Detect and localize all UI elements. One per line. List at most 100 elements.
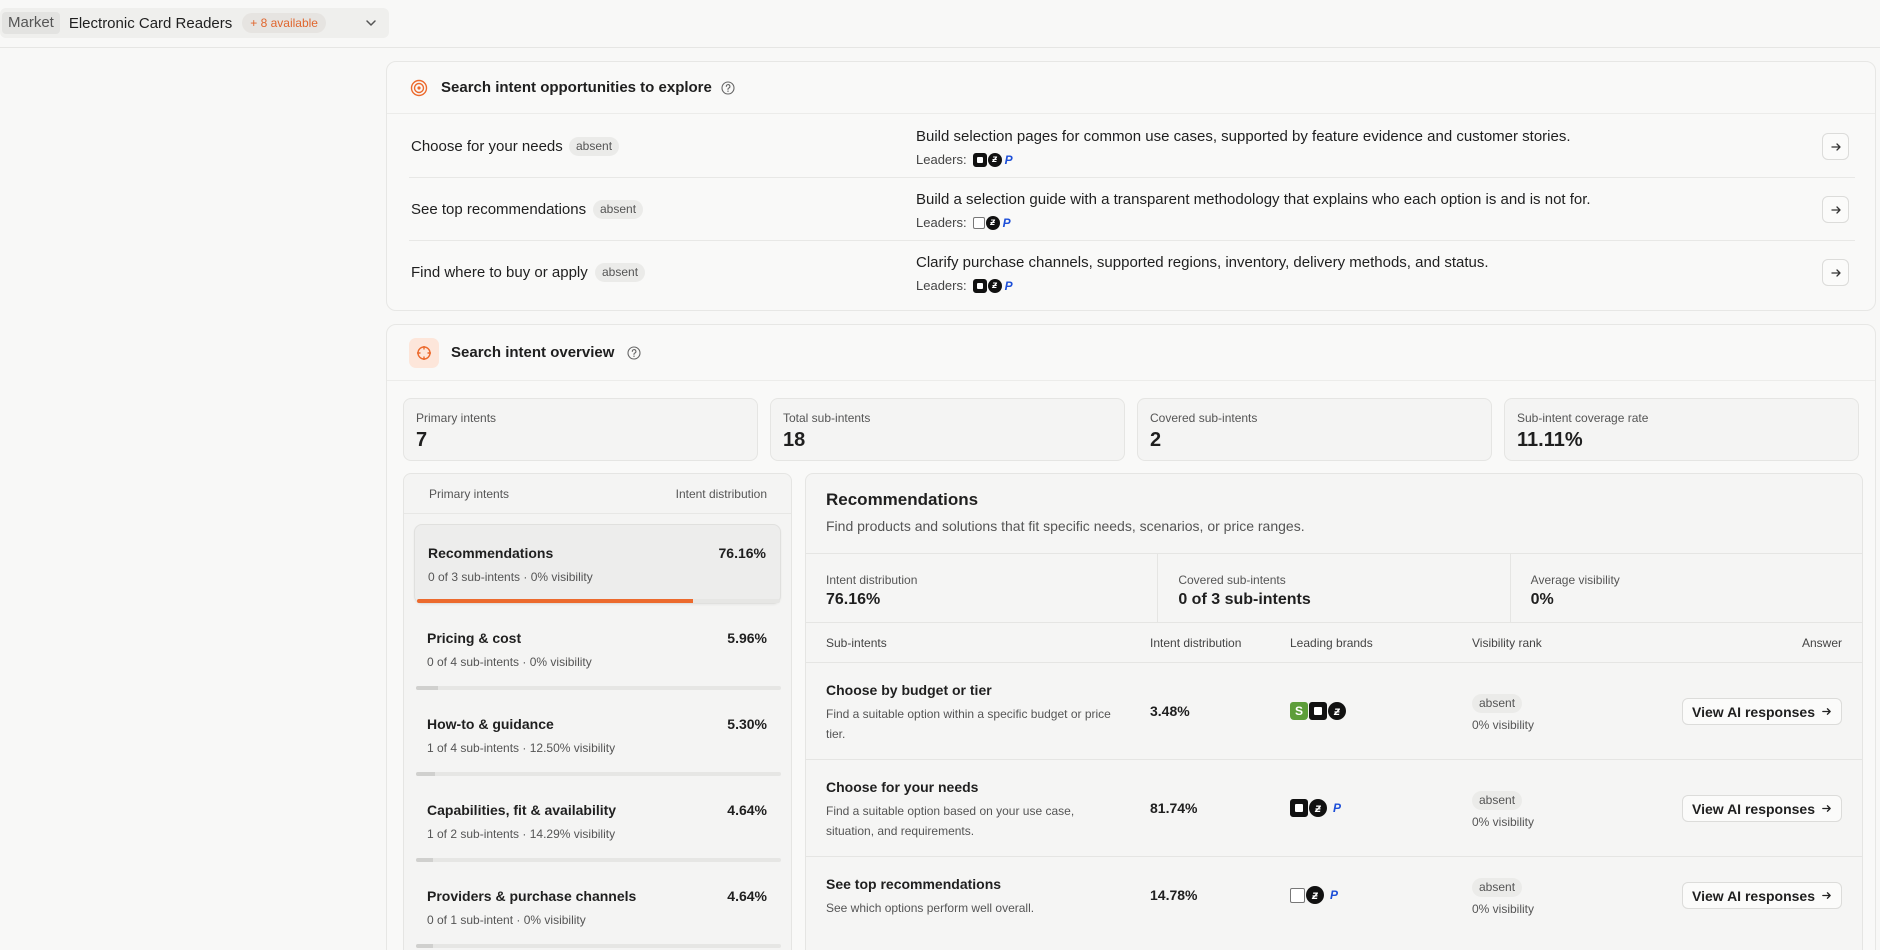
intent-item-providers[interactable]: Providers & purchase channels 4.64% 0 of… [414, 868, 781, 948]
opportunity-row[interactable]: Find where to buy or apply absent Clarif… [409, 241, 1855, 304]
market-selector[interactable]: Market Electronic Card Readers + 8 avail… [0, 8, 389, 38]
help-icon[interactable] [627, 345, 641, 360]
opportunity-row[interactable]: See top recommendations absent Build a s… [409, 178, 1855, 241]
intent-item-how-to-guidance[interactable]: How-to & guidance 5.30% 1 of 4 sub-inten… [414, 696, 781, 776]
column-header-primary-intents: Primary intents [429, 486, 510, 501]
distribution-bar-fill [416, 686, 438, 690]
arrow-right-icon [1830, 268, 1841, 277]
opportunity-description: Build selection pages for common use cas… [916, 128, 1571, 145]
distribution-bar-fill [416, 944, 433, 948]
clover-logo-icon: ƶ [985, 215, 1000, 230]
leading-brands: ƶ P [1290, 799, 1346, 817]
open-opportunity-button[interactable] [1822, 133, 1849, 160]
distribution-bar [416, 686, 781, 690]
metric-covered-sub-intents: Covered sub-intents 0 of 3 sub-intents [1158, 554, 1511, 622]
opportunity-description: Clarify purchase channels, supported reg… [916, 254, 1489, 271]
intent-item-recommendations[interactable]: Recommendations 76.16% 0 of 3 sub-intent… [414, 524, 781, 604]
arrow-right-icon [1830, 205, 1841, 214]
opportunity-name: See top recommendations [411, 201, 587, 218]
table-row: Choose by budget or tier Find a suitable… [806, 663, 1862, 760]
intent-pct: 76.16% [718, 545, 766, 561]
overview-title: Search intent overview [451, 344, 615, 361]
help-icon[interactable] [721, 80, 735, 95]
sub-intent-distribution: 3.48% [1150, 703, 1190, 719]
overview-panel: Search intent overview Primary intents 7… [386, 324, 1876, 950]
status-badge: absent [593, 200, 644, 219]
stat-card-primary-intents: Primary intents 7 [403, 398, 758, 461]
market-name: Electronic Card Readers [68, 14, 233, 32]
generic-box-logo-icon [1290, 887, 1305, 903]
metric-label: Covered sub-intents [1178, 573, 1286, 587]
overview-header: Search intent overview [387, 325, 1875, 381]
view-ai-responses-button[interactable]: View AI responses [1682, 698, 1842, 725]
intent-name: Pricing & cost [427, 630, 522, 646]
top-bar: Market Electronic Card Readers + 8 avail… [0, 0, 1880, 48]
stat-value: 2 [1150, 429, 1162, 451]
detail-description: Find products and solutions that fit spe… [826, 518, 1305, 534]
sub-intent-distribution: 81.74% [1150, 800, 1198, 816]
paypal-logo-icon: P [1004, 152, 1013, 167]
opportunities-panel: Search intent opportunities to explore C… [386, 61, 1876, 311]
metric-value: 76.16% [826, 591, 881, 608]
distribution-bar [417, 599, 780, 603]
intent-item-pricing-cost[interactable]: Pricing & cost 5.96% 0 of 4 sub-intents … [414, 610, 781, 690]
metric-value: 0 of 3 sub-intents [1178, 591, 1311, 608]
intent-sub: 0 of 1 sub-intent · 0% visibility [427, 913, 586, 927]
clover-logo-icon: ƶ [987, 152, 1002, 167]
view-ai-responses-button[interactable]: View AI responses [1682, 882, 1842, 909]
intent-name: Recommendations [428, 545, 554, 561]
generic-box-logo-icon [972, 216, 985, 229]
paypal-logo-icon: P [1332, 801, 1341, 815]
leaders: Leaders: ƶ P [916, 152, 1015, 167]
distribution-bar-fill [416, 858, 433, 862]
metric-label: Average visibility [1530, 573, 1620, 587]
view-ai-responses-button[interactable]: View AI responses [1682, 795, 1842, 822]
status-badge: absent [569, 137, 620, 156]
available-count-badge: + 8 available [242, 13, 326, 33]
status-badge: absent [595, 263, 646, 282]
primary-intents-list: Primary intents Intent distribution Reco… [403, 473, 792, 950]
intent-item-capabilities[interactable]: Capabilities, fit & availability 4.64% 1… [414, 782, 781, 862]
paypal-logo-icon: P [1329, 888, 1338, 902]
stat-card-coverage-rate: Sub-intent coverage rate 11.11% [1504, 398, 1859, 461]
visibility-text: 0% visibility [1472, 718, 1535, 732]
distribution-bar-fill [417, 599, 694, 603]
detail-title: Recommendations [826, 490, 979, 509]
table-row: Choose for your needs Find a suitable op… [806, 760, 1862, 857]
stat-value: 18 [783, 429, 806, 451]
view-ai-responses-label: View AI responses [1692, 887, 1815, 904]
intent-pct: 4.64% [727, 888, 767, 904]
column-header-sub-intents: Sub-intents [826, 636, 887, 650]
intent-name: Capabilities, fit & availability [427, 802, 617, 818]
visibility-rank-badge: absent [1472, 791, 1523, 810]
stat-value: 11.11% [1517, 429, 1583, 451]
intent-sub: 0 of 3 sub-intents · 0% visibility [428, 570, 593, 584]
detail-metrics: Intent distribution 76.16% Covered sub-i… [806, 553, 1862, 623]
square-logo-icon [1290, 799, 1308, 817]
stat-label: Covered sub-intents [1150, 411, 1258, 425]
leader-logos: ƶ P [972, 278, 1015, 293]
metric-average-visibility: Average visibility 0% [1511, 554, 1862, 622]
intent-list-header: Primary intents Intent distribution [404, 474, 791, 514]
intent-pct: 4.64% [727, 802, 767, 818]
clover-logo-icon: ƶ [1328, 702, 1346, 720]
column-header-intent-distribution: Intent distribution [1150, 636, 1242, 650]
intent-pct: 5.30% [727, 716, 767, 732]
distribution-bar [416, 944, 781, 948]
arrow-right-icon [1822, 892, 1831, 899]
column-header-answer: Answer [1801, 636, 1842, 650]
metric-label: Intent distribution [826, 573, 918, 587]
open-opportunity-button[interactable] [1822, 196, 1849, 223]
sub-intent-description: See which options perform well overall. [826, 901, 1035, 915]
view-ai-responses-label: View AI responses [1692, 800, 1815, 817]
intent-name: How-to & guidance [427, 716, 554, 732]
open-opportunity-button[interactable] [1822, 259, 1849, 286]
opportunity-row[interactable]: Choose for your needs absent Build selec… [409, 115, 1855, 178]
intent-sub: 1 of 2 sub-intents · 14.29% visibility [427, 827, 616, 841]
clover-logo-icon: ƶ [987, 278, 1002, 293]
metric-intent-distribution: Intent distribution 76.16% [806, 554, 1159, 622]
column-header-visibility-rank: Visibility rank [1472, 636, 1542, 650]
chevron-down-icon[interactable] [363, 15, 379, 31]
clover-logo-icon: ƶ [1306, 886, 1324, 904]
leading-brands: ƶ P [1290, 886, 1343, 904]
